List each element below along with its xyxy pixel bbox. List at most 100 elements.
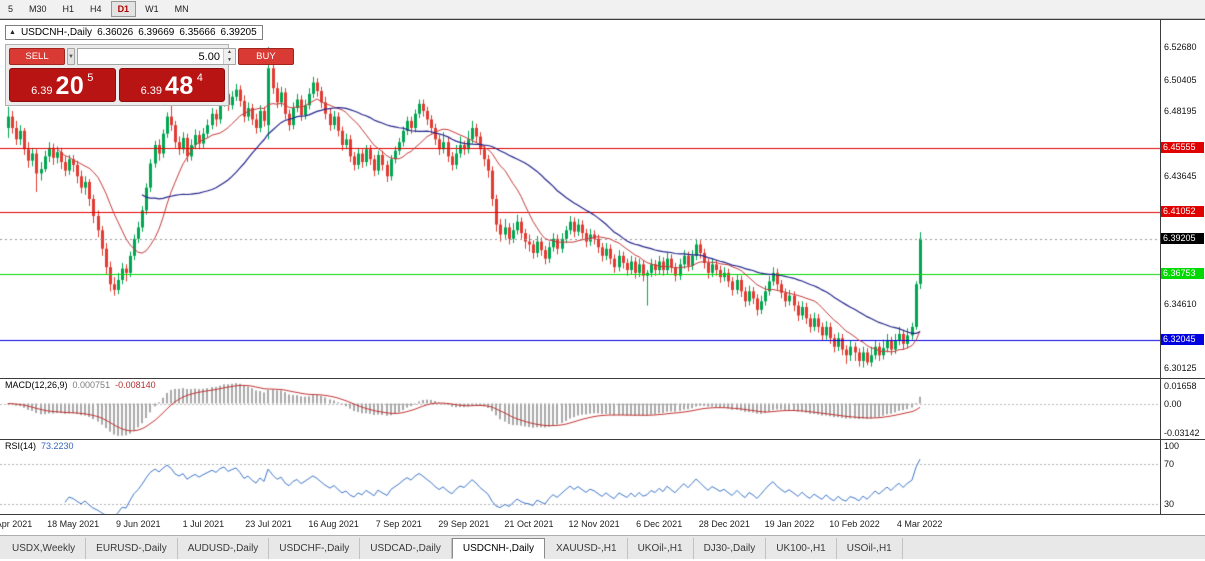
main-chart-panel: ▲ USDCNH-,Daily 6.36026 6.39669 6.35666 … xyxy=(0,20,1205,378)
buy-price-base: 6.39 xyxy=(140,85,162,97)
current-price-badge: 6.39205 xyxy=(1161,232,1204,244)
price-tick: 6.30125 xyxy=(1164,362,1197,373)
price-level-badge: 6.45555 xyxy=(1161,142,1204,154)
time-axis[interactable]: 26 Apr 2021 18 May 2021 9 Jun 2021 1 Jul 20… xyxy=(0,515,1205,535)
rsi-axis-label: 100 xyxy=(1164,441,1180,451)
date-label: 1 Jul 2021 xyxy=(182,519,225,529)
buy-price-sup: 4 xyxy=(196,72,203,84)
chart-close-value: 6.39205 xyxy=(220,27,257,38)
rsi-axis-label: 30 xyxy=(1164,499,1175,509)
date-label: 26 Apr 2021 xyxy=(0,519,33,529)
timeframe-toolbar: 5 M30 H1 H4 D1 W1 MN xyxy=(0,0,1205,19)
macd-canvas[interactable] xyxy=(0,379,1160,439)
chart-low-value: 6.35666 xyxy=(179,27,216,38)
timeframe-button-w1[interactable]: W1 xyxy=(138,1,166,17)
price-level-badge: 6.41052 xyxy=(1161,206,1204,218)
chart-high-value: 6.39669 xyxy=(138,27,175,38)
price-tick: 6.34610 xyxy=(1164,298,1197,309)
main-chart-plot[interactable]: ▲ USDCNH-,Daily 6.36026 6.39669 6.35666 … xyxy=(0,20,1160,378)
date-label: 12 Nov 2021 xyxy=(568,519,620,529)
price-axis[interactable]: 6.52680 6.50405 6.48195 6.43645 6.34610 6.301… xyxy=(1160,20,1205,378)
chart-symbol-label: USDCNH-,Daily xyxy=(20,27,93,38)
date-label: 18 May 2021 xyxy=(47,519,100,529)
chart-tab-usdx[interactable]: USDX,Weekly xyxy=(2,538,87,559)
trade-panel-prices: 6.39 20 5 6.39 48 4 xyxy=(9,68,225,102)
macd-axis-label: -0.03142 xyxy=(1164,428,1200,438)
timeframe-button-m30[interactable]: M30 xyxy=(22,1,54,17)
rsi-canvas[interactable] xyxy=(0,440,1160,514)
spinner-down-icon[interactable]: ▼ xyxy=(223,56,235,64)
date-label: 10 Feb 2022 xyxy=(829,519,880,529)
price-level-badge: 6.32045 xyxy=(1161,334,1204,346)
chart-open-value: 6.36026 xyxy=(97,27,134,38)
chart-tab-eurusd[interactable]: EURUSD-,Daily xyxy=(86,538,178,559)
rsi-label: RSI(14) xyxy=(5,441,37,451)
chart-arrow-icon: ▲ xyxy=(9,29,16,36)
date-label: 21 Oct 2021 xyxy=(504,519,554,529)
timeframe-button-mn[interactable]: MN xyxy=(168,1,196,17)
date-label: 6 Dec 2021 xyxy=(636,519,683,529)
rsi-panel: RSI(14) 73.2230 100 70 30 xyxy=(0,439,1205,514)
chart-tab-uk100[interactable]: UK100-,H1 xyxy=(766,538,837,559)
rsi-title: RSI(14) 73.2230 xyxy=(5,441,74,451)
macd-axis[interactable]: 0.01658 0.00 -0.03142 xyxy=(1160,379,1205,439)
price-tick: 6.48195 xyxy=(1164,105,1197,116)
sell-price-big: 20 xyxy=(55,72,85,100)
price-tick: 6.52680 xyxy=(1164,42,1197,53)
date-label: 4 Mar 2022 xyxy=(896,519,943,529)
macd-axis-label: 0.00 xyxy=(1164,398,1182,409)
rsi-axis[interactable]: 100 70 30 xyxy=(1160,440,1205,514)
macd-plot[interactable]: MACD(12,26,9) 0.000751 -0.008140 xyxy=(0,379,1160,439)
timeframe-button-d1[interactable]: D1 xyxy=(110,1,137,17)
buy-button[interactable]: BUY xyxy=(237,48,294,65)
date-label: 16 Aug 2021 xyxy=(308,519,359,529)
chart-tab-ukoil[interactable]: UKOil-,H1 xyxy=(628,538,694,559)
chart-tab-audusd[interactable]: AUDUSD-,Daily xyxy=(178,538,270,559)
chart-tabs-bar: USDX,Weekly EURUSD-,Daily AUDUSD-,Daily USD… xyxy=(0,535,1205,559)
sell-price-base: 6.39 xyxy=(31,85,53,97)
timeframe-button-h1[interactable]: H1 xyxy=(56,1,82,17)
date-label: 7 Sep 2021 xyxy=(375,519,422,529)
price-level-badge: 6.36753 xyxy=(1161,267,1204,279)
volume-dropdown-button[interactable]: ▼ xyxy=(67,48,75,65)
rsi-axis-label: 70 xyxy=(1164,459,1175,469)
macd-label: MACD(12,26,9) xyxy=(5,380,68,390)
chart-tab-xauusd[interactable]: XAUUSD-,H1 xyxy=(546,538,628,559)
macd-signal-value: -0.008140 xyxy=(115,380,156,390)
chart-tab-usdchf[interactable]: USDCHF-,Daily xyxy=(269,538,361,559)
chart-tab-usdcnh[interactable]: USDCNH-,Daily xyxy=(451,538,545,559)
spinner-up-icon[interactable]: ▲ xyxy=(223,49,235,57)
timeframe-button-h4[interactable]: H4 xyxy=(83,1,109,17)
date-label: 23 Jul 2021 xyxy=(245,519,292,529)
volume-input[interactable] xyxy=(77,49,223,64)
timeframe-button-5[interactable]: 5 xyxy=(1,1,20,17)
buy-price-big: 48 xyxy=(164,72,194,100)
trade-panel-controls: SELL ▼ ▲ ▼ BUY xyxy=(9,48,294,65)
rsi-plot[interactable]: RSI(14) 73.2230 xyxy=(0,440,1160,514)
chevron-down-icon: ▼ xyxy=(68,53,74,60)
chart-tab-usoil[interactable]: USOil-,H1 xyxy=(837,538,903,559)
chart-title: ▲ USDCNH-,Daily 6.36026 6.39669 6.35666 … xyxy=(5,25,263,40)
sell-price-button[interactable]: 6.39 20 5 xyxy=(9,68,116,102)
one-click-trade-panel: SELL ▼ ▲ ▼ BUY xyxy=(5,44,294,106)
chart-tab-dj30[interactable]: DJ30-,Daily xyxy=(694,538,767,559)
macd-value: 0.000751 xyxy=(72,380,111,390)
macd-panel: MACD(12,26,9) 0.000751 -0.008140 0.01658… xyxy=(0,378,1205,439)
buy-price-button[interactable]: 6.39 48 4 xyxy=(118,68,225,102)
volume-spinner[interactable]: ▲ ▼ xyxy=(222,49,235,64)
rsi-value: 73.2230 xyxy=(41,441,74,451)
date-label: 28 Dec 2021 xyxy=(698,519,750,529)
chart-title-box: ▲ USDCNH-,Daily 6.36026 6.39669 6.35666 … xyxy=(5,25,263,40)
sell-button[interactable]: SELL xyxy=(9,48,65,65)
sell-price-sup: 5 xyxy=(87,72,94,84)
date-label: 9 Jun 2021 xyxy=(115,519,161,529)
volume-field: ▲ ▼ xyxy=(76,48,236,65)
price-tick: 6.43645 xyxy=(1164,170,1197,181)
price-tick: 6.50405 xyxy=(1164,74,1197,85)
macd-axis-label: 0.01658 xyxy=(1164,381,1197,391)
date-label: 19 Jan 2022 xyxy=(764,519,815,529)
chart-tab-usdcad[interactable]: USDCAD-,Daily xyxy=(360,538,452,559)
date-label: 29 Sep 2021 xyxy=(438,519,490,529)
chart-frame: ▲ USDCNH-,Daily 6.36026 6.39669 6.35666 … xyxy=(0,19,1205,515)
